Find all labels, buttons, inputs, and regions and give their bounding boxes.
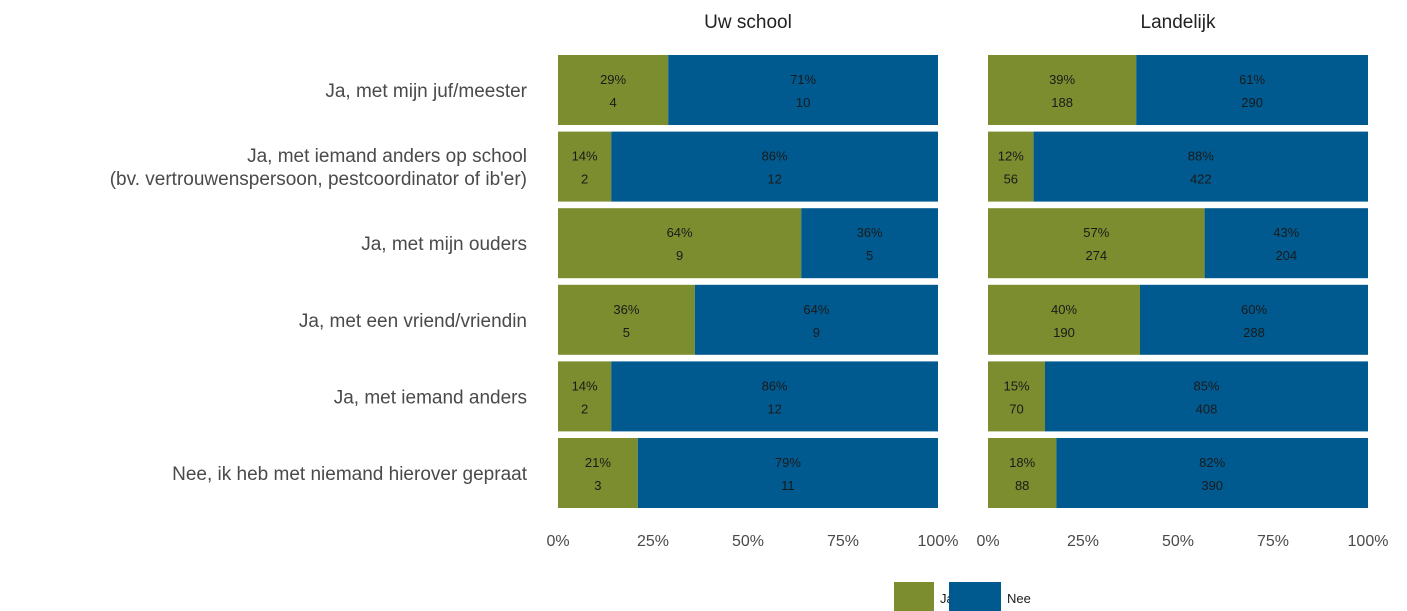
bar-nee: [801, 208, 938, 278]
bar-nee: [1140, 285, 1368, 355]
data-label-nee-pct: 86%: [762, 378, 788, 393]
bar-ja: [988, 438, 1056, 508]
category-label: (bv. vertrouwenspersoon, pestcoordinator…: [110, 169, 527, 190]
data-label-ja-count: 70: [1009, 401, 1023, 416]
bar-nee: [611, 361, 938, 431]
data-label-ja-count: 274: [1085, 248, 1107, 263]
bar-ja: [558, 208, 801, 278]
panel-title: Landelijk: [1141, 12, 1216, 33]
data-label-nee-count: 12: [767, 172, 781, 187]
bar-ja: [558, 361, 611, 431]
data-label-nee-count: 422: [1190, 172, 1212, 187]
bar-ja: [558, 438, 638, 508]
panel-title: Uw school: [704, 12, 792, 33]
data-label-ja-pct: 14%: [572, 378, 598, 393]
category-label: Ja, met iemand anders: [334, 387, 527, 408]
category-label: Ja, met mijn juf/meester: [325, 81, 527, 102]
data-label-ja-pct: 39%: [1049, 72, 1075, 87]
x-tick-label: 0%: [546, 533, 569, 550]
bar-ja: [988, 55, 1136, 125]
data-label-nee-pct: 79%: [775, 455, 801, 470]
legend-swatch-nee: [949, 582, 1001, 611]
data-label-ja-pct: 29%: [600, 72, 626, 87]
data-label-nee-pct: 61%: [1239, 72, 1265, 87]
data-label-nee-count: 408: [1196, 401, 1218, 416]
bar-nee: [638, 438, 938, 508]
data-label-nee-count: 204: [1275, 248, 1297, 263]
data-label-ja-count: 5: [623, 325, 630, 340]
data-label-ja-count: 2: [581, 172, 588, 187]
x-tick-label: 75%: [827, 533, 859, 550]
data-label-nee-pct: 86%: [762, 149, 788, 164]
data-label-ja-count: 56: [1004, 172, 1018, 187]
data-label-ja-count: 9: [676, 248, 683, 263]
category-label: Ja, met mijn ouders: [361, 234, 527, 255]
bar-ja: [988, 208, 1205, 278]
category-label: Nee, ik heb met niemand hierover gepraat: [172, 464, 528, 485]
x-tick-label: 100%: [1348, 533, 1389, 550]
x-tick-label: 25%: [637, 533, 669, 550]
data-label-ja-count: 88: [1015, 478, 1029, 493]
data-label-nee-count: 288: [1243, 325, 1265, 340]
bar-nee: [1056, 438, 1368, 508]
data-label-nee-pct: 64%: [803, 302, 829, 317]
data-label-nee-pct: 36%: [857, 225, 883, 240]
bar-nee: [695, 285, 938, 355]
x-tick-label: 75%: [1257, 533, 1289, 550]
data-label-nee-pct: 85%: [1193, 378, 1219, 393]
data-label-ja-pct: 57%: [1083, 225, 1109, 240]
data-label-ja-pct: 18%: [1009, 455, 1035, 470]
legend-swatch-ja: [894, 582, 934, 611]
data-label-nee-pct: 82%: [1199, 455, 1225, 470]
data-label-nee-count: 5: [866, 248, 873, 263]
data-label-ja-count: 190: [1053, 325, 1075, 340]
category-label: Ja, met een vriend/vriendin: [299, 311, 527, 332]
data-label-nee-count: 11: [781, 478, 795, 493]
bar-ja: [558, 132, 611, 202]
data-label-nee-pct: 88%: [1188, 149, 1214, 164]
data-label-ja-pct: 15%: [1003, 378, 1029, 393]
category-label: Ja, met iemand anders op school: [247, 146, 527, 167]
bar-nee: [1136, 55, 1368, 125]
bar-nee: [1205, 208, 1368, 278]
bar-nee: [611, 132, 938, 202]
bar-ja: [558, 285, 695, 355]
data-label-nee-count: 390: [1201, 478, 1223, 493]
data-label-ja-pct: 21%: [585, 455, 611, 470]
data-label-nee-pct: 71%: [790, 72, 816, 87]
data-label-nee-pct: 60%: [1241, 302, 1267, 317]
data-label-ja-pct: 12%: [998, 149, 1024, 164]
bar-ja: [988, 361, 1045, 431]
x-tick-label: 25%: [1067, 533, 1099, 550]
x-tick-label: 100%: [918, 533, 959, 550]
bar-nee: [1034, 132, 1368, 202]
data-label-nee-count: 12: [767, 401, 781, 416]
data-label-ja-pct: 14%: [572, 149, 598, 164]
data-label-nee-count: 290: [1241, 95, 1263, 110]
data-label-ja-count: 3: [594, 478, 601, 493]
data-label-nee-count: 9: [813, 325, 820, 340]
x-tick-label: 0%: [976, 533, 999, 550]
data-label-ja-count: 2: [581, 401, 588, 416]
data-label-nee-pct: 43%: [1273, 225, 1299, 240]
bar-ja: [558, 55, 668, 125]
bar-nee: [668, 55, 938, 125]
data-label-ja-pct: 40%: [1051, 302, 1077, 317]
data-label-ja-count: 188: [1051, 95, 1073, 110]
data-label-ja-pct: 36%: [613, 302, 639, 317]
legend-label-nee: Nee: [1007, 591, 1031, 606]
data-label-nee-count: 10: [796, 95, 810, 110]
bar-ja: [988, 285, 1140, 355]
data-label-ja-count: 4: [609, 95, 616, 110]
x-tick-label: 50%: [1162, 533, 1194, 550]
bar-nee: [1045, 361, 1368, 431]
bar-ja: [988, 132, 1034, 202]
data-label-ja-pct: 64%: [667, 225, 693, 240]
x-tick-label: 50%: [732, 533, 764, 550]
